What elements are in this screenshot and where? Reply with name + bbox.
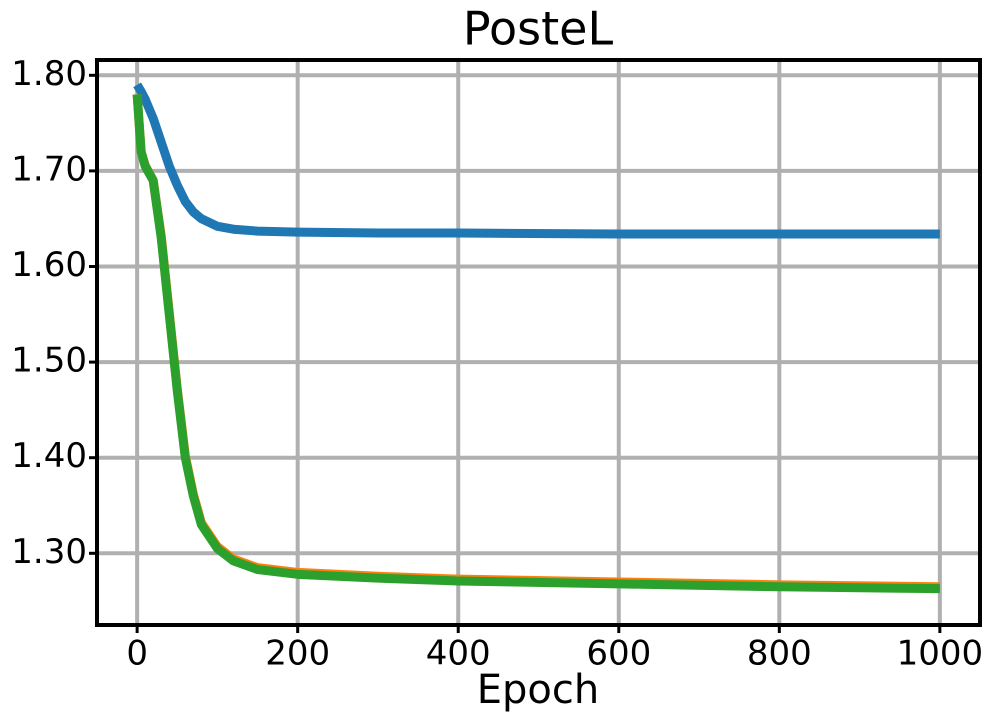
plot-frame bbox=[95, 58, 982, 627]
data-line bbox=[133, 82, 940, 239]
x-axis-label: Epoch bbox=[477, 667, 599, 713]
x-tick-label: 200 bbox=[265, 634, 330, 674]
y-tick-label: 1.50 bbox=[11, 341, 87, 381]
chart-title: PosteL bbox=[463, 2, 614, 56]
y-tick-label: 1.80 bbox=[11, 54, 87, 94]
y-tick-label: 1.70 bbox=[11, 149, 87, 189]
x-tick-label: 1000 bbox=[897, 634, 984, 674]
x-tick-label: 400 bbox=[426, 634, 491, 674]
data-line bbox=[132, 94, 940, 594]
y-tick-label: 1.40 bbox=[11, 436, 87, 476]
x-tick-label: 800 bbox=[747, 634, 812, 674]
y-tick-label: 1.30 bbox=[11, 532, 87, 572]
x-tick-label: 600 bbox=[586, 634, 651, 674]
data-line bbox=[132, 94, 940, 592]
x-tick-label: 0 bbox=[126, 634, 148, 674]
y-tick-label: 1.60 bbox=[11, 245, 87, 285]
